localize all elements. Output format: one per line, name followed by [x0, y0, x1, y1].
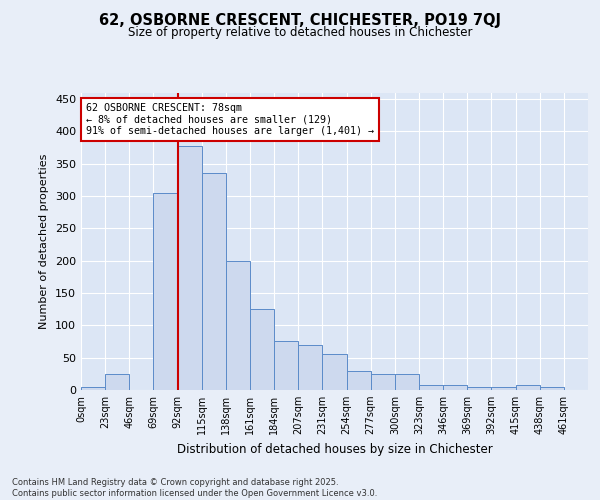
Bar — [226, 260, 250, 390]
Bar — [467, 387, 491, 390]
Y-axis label: Number of detached properties: Number of detached properties — [40, 154, 49, 329]
Text: Contains HM Land Registry data © Crown copyright and database right 2025.
Contai: Contains HM Land Registry data © Crown c… — [12, 478, 377, 498]
Bar — [395, 374, 419, 390]
Bar — [491, 387, 515, 390]
Bar — [322, 354, 347, 390]
Bar — [419, 385, 443, 390]
X-axis label: Distribution of detached houses by size in Chichester: Distribution of detached houses by size … — [176, 442, 493, 456]
Text: 62, OSBORNE CRESCENT, CHICHESTER, PO19 7QJ: 62, OSBORNE CRESCENT, CHICHESTER, PO19 7… — [99, 12, 501, 28]
Bar — [154, 192, 178, 390]
Text: 62 OSBORNE CRESCENT: 78sqm
← 8% of detached houses are smaller (129)
91% of semi: 62 OSBORNE CRESCENT: 78sqm ← 8% of detac… — [86, 103, 374, 136]
Bar — [515, 385, 540, 390]
Bar — [105, 374, 129, 390]
Bar — [347, 370, 371, 390]
Bar — [540, 387, 564, 390]
Bar — [274, 342, 298, 390]
Bar — [81, 387, 105, 390]
Bar — [298, 344, 322, 390]
Bar — [443, 385, 467, 390]
Bar — [250, 309, 274, 390]
Bar — [202, 174, 226, 390]
Bar — [178, 146, 202, 390]
Text: Size of property relative to detached houses in Chichester: Size of property relative to detached ho… — [128, 26, 472, 39]
Bar — [371, 374, 395, 390]
